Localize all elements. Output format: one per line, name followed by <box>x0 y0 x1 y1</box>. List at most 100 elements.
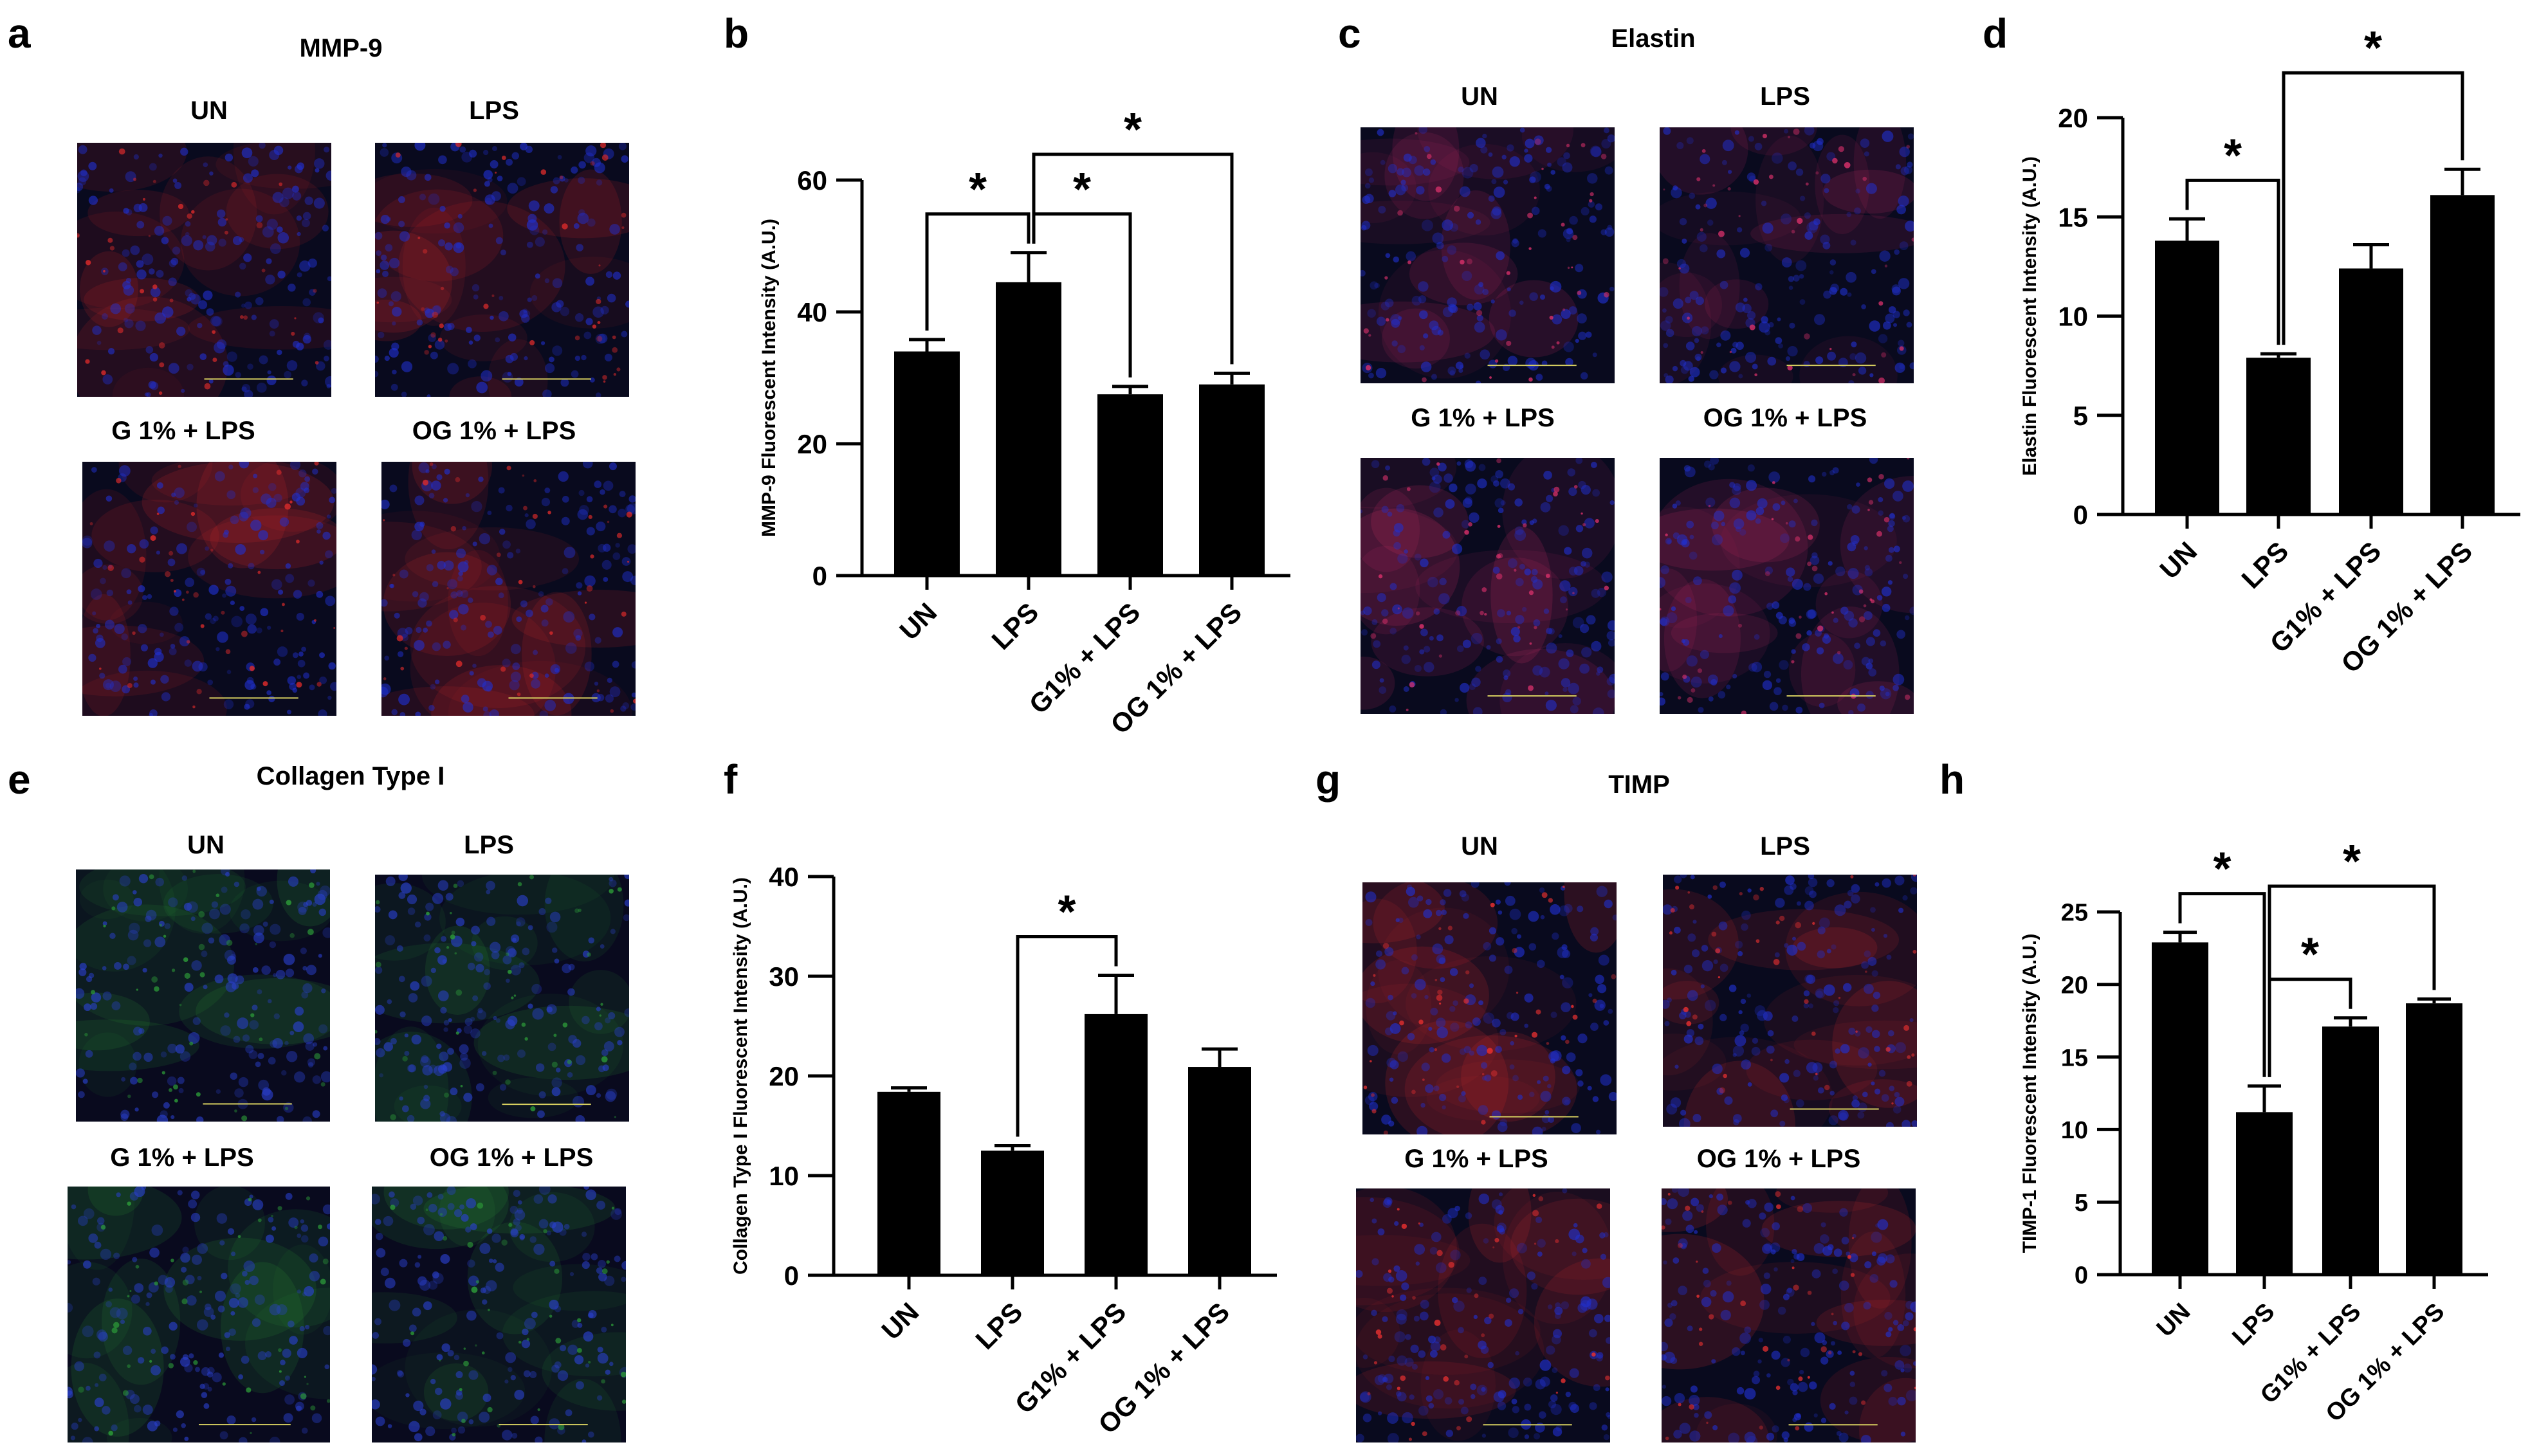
micrograph-c-lps <box>1660 127 1914 383</box>
sig-star-d-1: * <box>2364 23 2382 74</box>
panel-letter-f: f <box>724 756 738 803</box>
x-tick-label-f-0: UN <box>875 1297 924 1345</box>
panel-letter-b: b <box>724 10 749 57</box>
panel-letter-g: g <box>1315 756 1341 803</box>
micrograph-e-lps <box>375 875 629 1122</box>
panel-a-label-og1: OG 1% + LPS <box>412 417 576 445</box>
panel-letter-d: d <box>1983 10 2008 57</box>
bar-h-2 <box>2322 1026 2379 1275</box>
micrograph-g-lps <box>1663 875 1917 1127</box>
micrograph-c-og1 <box>1660 458 1914 714</box>
panel-letter-a: a <box>8 10 31 57</box>
x-tick-label-d-0: UN <box>2154 536 2203 585</box>
y-tick-label-b-2: 40 <box>797 297 827 327</box>
bar-h-0 <box>2152 942 2208 1275</box>
y-tick-label-f-0: 0 <box>784 1260 799 1291</box>
sig-star-b-2: * <box>1124 104 1142 156</box>
sig-star-b-0: * <box>969 164 987 215</box>
panel-a-label-un: UN <box>190 96 228 125</box>
y-tick-label-d-3: 15 <box>2058 202 2088 232</box>
sig-bracket-d-0 <box>2185 178 2280 345</box>
panel-a-label-g1: G 1% + LPS <box>111 417 255 445</box>
micrograph-a-un <box>77 143 331 397</box>
panel-c-label-un: UN <box>1461 82 1498 111</box>
micrograph-c-g1 <box>1361 458 1615 714</box>
micrograph-a-og1 <box>381 462 636 716</box>
y-tick-label-b-1: 20 <box>797 429 827 459</box>
x-tick-label-f-1: LPS <box>969 1297 1028 1355</box>
panel-e-title: Collagen Type I <box>256 762 445 790</box>
micrograph-e-og1 <box>372 1187 626 1442</box>
bar-d-3 <box>2430 195 2495 514</box>
panel-letter-h: h <box>1939 756 1965 803</box>
panel-letter-c: c <box>1338 10 1361 57</box>
sig-star-d-0: * <box>2224 130 2242 181</box>
bar-h-3 <box>2406 1003 2462 1275</box>
sig-bracket-b-0 <box>925 212 1031 331</box>
y-tick-label-d-4: 20 <box>2058 103 2088 133</box>
y-tick-label-d-0: 0 <box>2073 500 2088 530</box>
y-tick-label-h-5: 25 <box>2061 900 2088 927</box>
panel-g-label-g1: G 1% + LPS <box>1404 1145 1548 1173</box>
panel-e-label-og1: OG 1% + LPS <box>429 1143 594 1172</box>
panel-e-label-un: UN <box>187 831 225 859</box>
y-tick-label-h-3: 15 <box>2061 1044 2088 1071</box>
sig-bracket-b-2 <box>1032 152 1234 365</box>
y-tick-label-f-3: 30 <box>769 961 799 992</box>
sig-star-h-1: * <box>2301 929 2319 981</box>
bar-b-1 <box>996 282 1061 576</box>
sig-star-b-1: * <box>1073 164 1091 215</box>
bar-b-3 <box>1199 384 1265 576</box>
y-tick-label-h-0: 0 <box>2075 1262 2088 1289</box>
bar-f-3 <box>1188 1067 1251 1275</box>
y-tick-label-f-2: 20 <box>769 1061 799 1091</box>
sig-bracket-h-2 <box>2268 884 2436 1077</box>
bar-f-1 <box>981 1151 1044 1275</box>
sig-star-h-0: * <box>2213 844 2231 895</box>
y-tick-label-f-4: 40 <box>769 862 799 892</box>
panel-c-title: Elastin <box>1611 24 1696 53</box>
panel-g-label-lps: LPS <box>1760 832 1810 860</box>
x-tick-label-d-1: LPS <box>2235 536 2294 594</box>
bar-h-1 <box>2236 1112 2293 1275</box>
y-axis-label-f: Collagen Type I Fluorescent Intensity (A… <box>730 877 751 1275</box>
micrograph-g-un <box>1362 882 1617 1134</box>
sig-bracket-f-0 <box>1016 934 1118 1137</box>
bar-f-0 <box>877 1091 940 1275</box>
y-tick-label-b-0: 0 <box>812 561 827 591</box>
micrograph-g-g1 <box>1356 1188 1610 1442</box>
panel-a-title: MMP-9 <box>299 34 383 62</box>
panel-a-label-lps: LPS <box>469 96 519 125</box>
micrograph-c-un <box>1361 127 1615 383</box>
bar-d-0 <box>2155 241 2219 514</box>
y-tick-label-d-2: 10 <box>2058 302 2088 332</box>
panel-letter-e: e <box>8 756 31 803</box>
bar-d-1 <box>2246 358 2311 514</box>
x-tick-label-b-0: UN <box>894 597 942 646</box>
panel-c-label-lps: LPS <box>1760 82 1810 111</box>
sig-bracket-h-0 <box>2178 892 2266 1077</box>
sig-star-h-2: * <box>2343 836 2361 887</box>
micrograph-a-g1 <box>82 462 336 716</box>
bar-b-0 <box>894 351 960 576</box>
y-axis-label-h: TIMP-1 Fluorescent Intensity (A.U.) <box>2019 934 2040 1253</box>
bar-b-2 <box>1097 394 1163 576</box>
panel-e-label-g1: G 1% + LPS <box>110 1143 254 1172</box>
panel-e-label-lps: LPS <box>464 831 514 859</box>
panel-g-title: TIMP <box>1608 770 1670 799</box>
micrograph-e-un <box>76 869 330 1122</box>
micrograph-a-lps <box>375 143 629 397</box>
micrograph-g-og1 <box>1662 1188 1916 1442</box>
bar-f-2 <box>1085 1014 1148 1275</box>
y-tick-label-f-1: 10 <box>769 1161 799 1191</box>
bar-d-2 <box>2339 268 2403 514</box>
y-axis-label-b: MMP-9 Fluorescent Intensity (A.U.) <box>758 219 780 537</box>
y-tick-label-h-1: 5 <box>2075 1190 2088 1217</box>
sig-star-f-0: * <box>1058 886 1076 938</box>
x-tick-label-h-1: LPS <box>2227 1298 2280 1351</box>
x-tick-label-b-1: LPS <box>985 597 1044 655</box>
y-tick-label-h-4: 20 <box>2061 972 2088 999</box>
y-axis-label-d: Elastin Fluorescent Intensity (A.U.) <box>2019 156 2040 476</box>
y-tick-label-b-3: 60 <box>797 165 827 196</box>
